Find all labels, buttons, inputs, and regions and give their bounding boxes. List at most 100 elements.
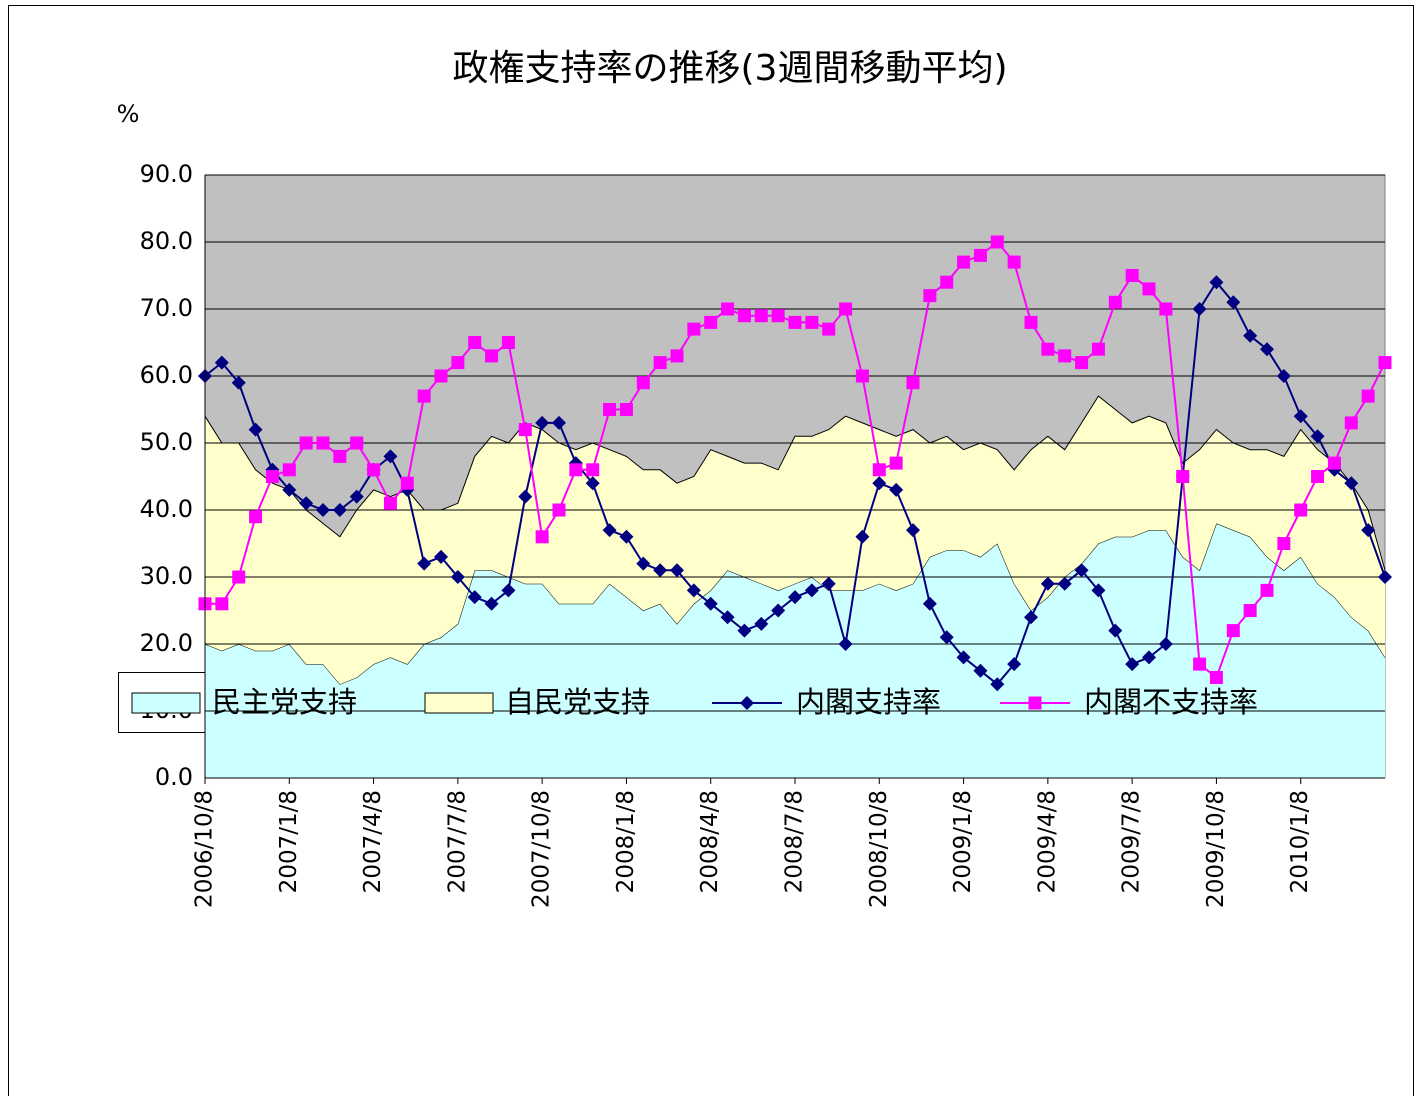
marker xyxy=(619,529,634,544)
marker xyxy=(1243,604,1257,617)
x-tick-label: 2008/7/8 xyxy=(782,790,808,893)
marker xyxy=(653,563,668,578)
marker xyxy=(686,583,701,598)
x-tick-label: 2008/1/8 xyxy=(613,790,639,893)
marker xyxy=(1125,269,1139,282)
marker xyxy=(282,463,296,477)
marker xyxy=(855,369,869,383)
marker xyxy=(1209,275,1224,290)
marker xyxy=(1378,356,1392,370)
marker xyxy=(872,463,886,477)
marker xyxy=(450,570,465,584)
x-tick-label: 2007/10/8 xyxy=(529,790,555,908)
legend-label: 内閣不支持率 xyxy=(1084,685,1258,719)
marker xyxy=(906,376,920,390)
areas xyxy=(204,395,1386,778)
marker xyxy=(687,322,701,336)
marker xyxy=(771,309,785,323)
marker xyxy=(990,677,1005,692)
marker xyxy=(906,523,920,538)
marker xyxy=(956,650,971,665)
marker xyxy=(922,596,937,611)
marker xyxy=(788,590,802,605)
marker xyxy=(1058,349,1072,363)
marker xyxy=(316,503,330,517)
marker xyxy=(585,476,600,491)
marker xyxy=(1209,671,1223,684)
marker xyxy=(468,336,482,349)
marker xyxy=(215,597,229,611)
marker xyxy=(316,436,330,450)
marker xyxy=(940,275,954,289)
y-tick-label: 70.0 xyxy=(140,294,193,322)
x-tick-label: 2009/4/8 xyxy=(1034,790,1060,893)
marker xyxy=(754,309,768,323)
marker xyxy=(1007,657,1022,672)
marker xyxy=(788,315,802,329)
marker xyxy=(653,356,667,370)
marker xyxy=(957,255,971,269)
marker xyxy=(1040,576,1055,591)
marker xyxy=(535,415,550,430)
marker xyxy=(214,355,229,370)
marker xyxy=(501,583,516,598)
marker xyxy=(703,596,718,611)
marker xyxy=(1024,610,1038,625)
marker xyxy=(973,663,988,678)
x-tick-label: 2007/1/8 xyxy=(276,790,302,893)
marker xyxy=(231,375,246,390)
marker xyxy=(1192,302,1207,316)
marker xyxy=(1243,328,1258,343)
marker xyxy=(232,570,246,584)
y-tick-label: 50.0 xyxy=(140,428,193,456)
y-tick-label: 30.0 xyxy=(140,562,193,590)
x-tick-label: 2006/10/8 xyxy=(192,790,218,908)
marker xyxy=(400,476,414,490)
x-tick-label: 2009/10/8 xyxy=(1203,790,1229,908)
marker xyxy=(367,463,381,477)
marker xyxy=(1007,255,1021,269)
marker xyxy=(889,456,903,470)
marker xyxy=(889,482,904,497)
marker xyxy=(350,436,364,450)
marker xyxy=(1158,637,1173,651)
area xyxy=(205,523,1385,778)
marker xyxy=(383,496,397,510)
marker xyxy=(636,556,651,571)
marker xyxy=(771,603,786,618)
marker xyxy=(1074,563,1089,578)
legend-label: 民主党支持 xyxy=(212,685,357,719)
marker xyxy=(552,415,566,430)
y-tick-label: 80.0 xyxy=(140,227,193,255)
marker xyxy=(670,563,684,578)
legend-label: 自民党支持 xyxy=(505,685,650,719)
marker xyxy=(1361,523,1376,538)
marker xyxy=(518,423,532,437)
legend-label: 内閣支持率 xyxy=(796,685,941,719)
legend-marker-shape xyxy=(740,696,754,710)
marker xyxy=(518,489,533,504)
marker xyxy=(1276,369,1291,383)
marker xyxy=(1277,537,1291,550)
marker xyxy=(872,476,887,491)
marker xyxy=(939,630,954,645)
lines xyxy=(198,235,1392,692)
marker xyxy=(249,510,263,524)
x-tick-label: 2009/1/8 xyxy=(950,790,976,893)
marker xyxy=(434,549,448,564)
marker xyxy=(1226,295,1241,310)
marker xyxy=(586,463,600,477)
x-tick-label: 2007/4/8 xyxy=(360,790,386,893)
x-tick-label: 2008/4/8 xyxy=(697,790,723,893)
marker xyxy=(804,583,819,598)
marker xyxy=(1344,416,1358,430)
marker xyxy=(1226,624,1240,638)
x-tick-label: 2007/7/8 xyxy=(444,790,470,893)
marker xyxy=(417,389,431,403)
y-tick-label: 40.0 xyxy=(140,495,193,523)
x-tick-label: 2008/10/8 xyxy=(866,790,892,908)
marker xyxy=(417,556,432,571)
legend-key xyxy=(131,692,201,714)
marker xyxy=(990,235,1004,249)
